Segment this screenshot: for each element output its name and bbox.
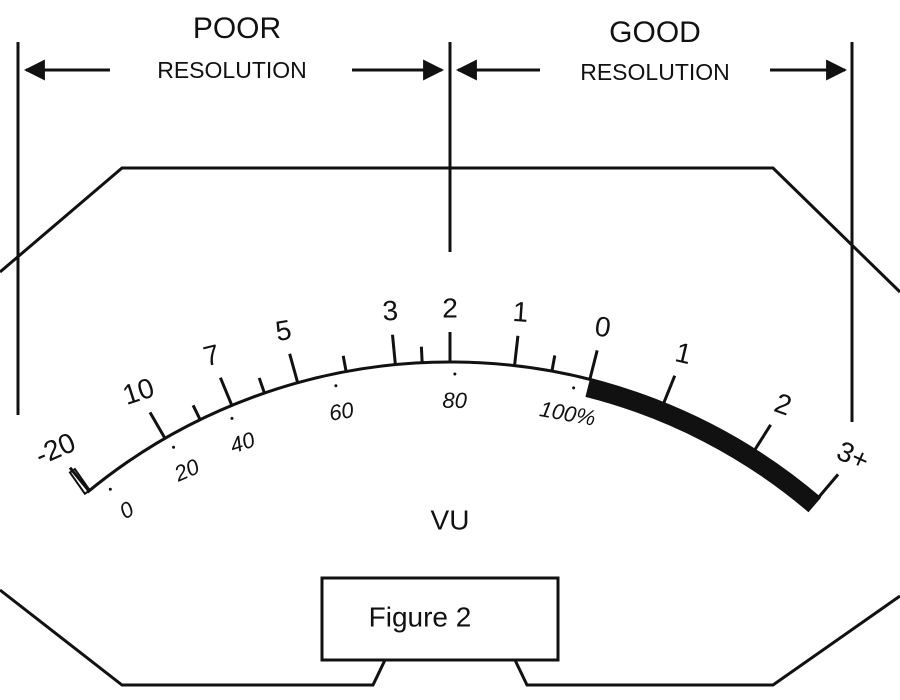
vu-tick <box>68 466 91 492</box>
good-title: GOOD <box>609 16 701 49</box>
vu-label: 3 <box>382 295 399 327</box>
percent-dot <box>453 372 457 376</box>
vu-tick <box>662 375 677 405</box>
minor-tick <box>550 355 557 372</box>
percent-dot <box>172 445 176 449</box>
vu-label: 2 <box>442 292 458 323</box>
caption: Figure 2 <box>369 601 472 632</box>
vu-tick <box>817 473 840 499</box>
minor-tick <box>341 355 348 372</box>
poor-title: POOR <box>193 12 281 45</box>
vu-tick <box>588 349 599 380</box>
vu-label: 1 <box>512 296 530 328</box>
vu-tick <box>753 424 772 452</box>
vu-label: -20 <box>30 426 79 471</box>
percent-label: 0 <box>115 496 139 524</box>
vu-label: 7 <box>200 338 222 372</box>
vu-tick <box>513 335 520 366</box>
percent-label: 20 <box>170 453 204 486</box>
vu-label: 1 <box>672 336 694 370</box>
meter-housing-top <box>0 166 900 294</box>
percent-dot <box>230 416 234 420</box>
minor-tick <box>419 346 424 363</box>
vu-label: 2 <box>771 387 796 421</box>
zero-stop <box>68 467 92 496</box>
percent-label: 100% <box>538 396 598 431</box>
percent-dot <box>334 384 338 388</box>
vu-label: 5 <box>273 314 293 347</box>
poor-subtitle: RESOLUTION <box>157 57 307 83</box>
overload-band <box>585 379 821 513</box>
vu-tick <box>288 353 300 384</box>
percent-dot <box>108 487 112 491</box>
vu-tick <box>148 411 167 440</box>
percent-dot <box>572 386 576 390</box>
vu-label: 3+ <box>832 435 874 476</box>
vu-tick <box>219 377 234 406</box>
percent-label: 40 <box>227 427 259 459</box>
minor-tick <box>257 377 266 394</box>
vu-label: 0 <box>593 310 613 343</box>
vu-label: 10 <box>119 372 158 411</box>
caption-box <box>320 576 560 662</box>
unit-label: VU <box>431 504 470 535</box>
good-subtitle: RESOLUTION <box>580 59 730 85</box>
percent-label: 80 <box>442 388 467 413</box>
vu-tick <box>390 334 397 365</box>
percent-label: 60 <box>327 397 356 426</box>
minor-tick <box>191 404 202 421</box>
